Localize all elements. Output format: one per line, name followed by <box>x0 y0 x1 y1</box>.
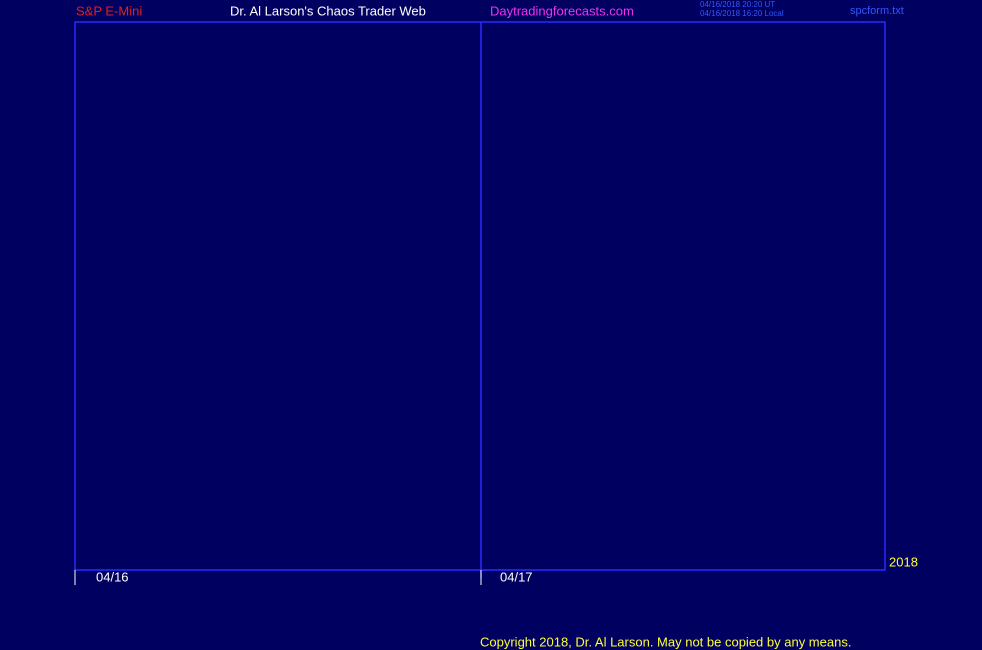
timestamp: 04/16/2018 20:20 UT <box>700 0 775 9</box>
copyright: Copyright 2018, Dr. Al Larson. May not b… <box>480 634 851 649</box>
chart-title: Dr. Al Larson's Chaos Trader Web <box>230 3 426 18</box>
date-label: 04/17 <box>500 569 533 584</box>
file-name: spcform.txt <box>850 5 904 17</box>
website: Daytradingforecasts.com <box>490 3 634 18</box>
date-label: 04/16 <box>96 569 129 584</box>
timestamp: 04/16/2018 16:20 Local <box>700 9 784 18</box>
plot-frame <box>74 21 886 571</box>
subtitle: S&P E-Mini <box>76 3 142 18</box>
year-label: 2018 <box>889 554 918 569</box>
